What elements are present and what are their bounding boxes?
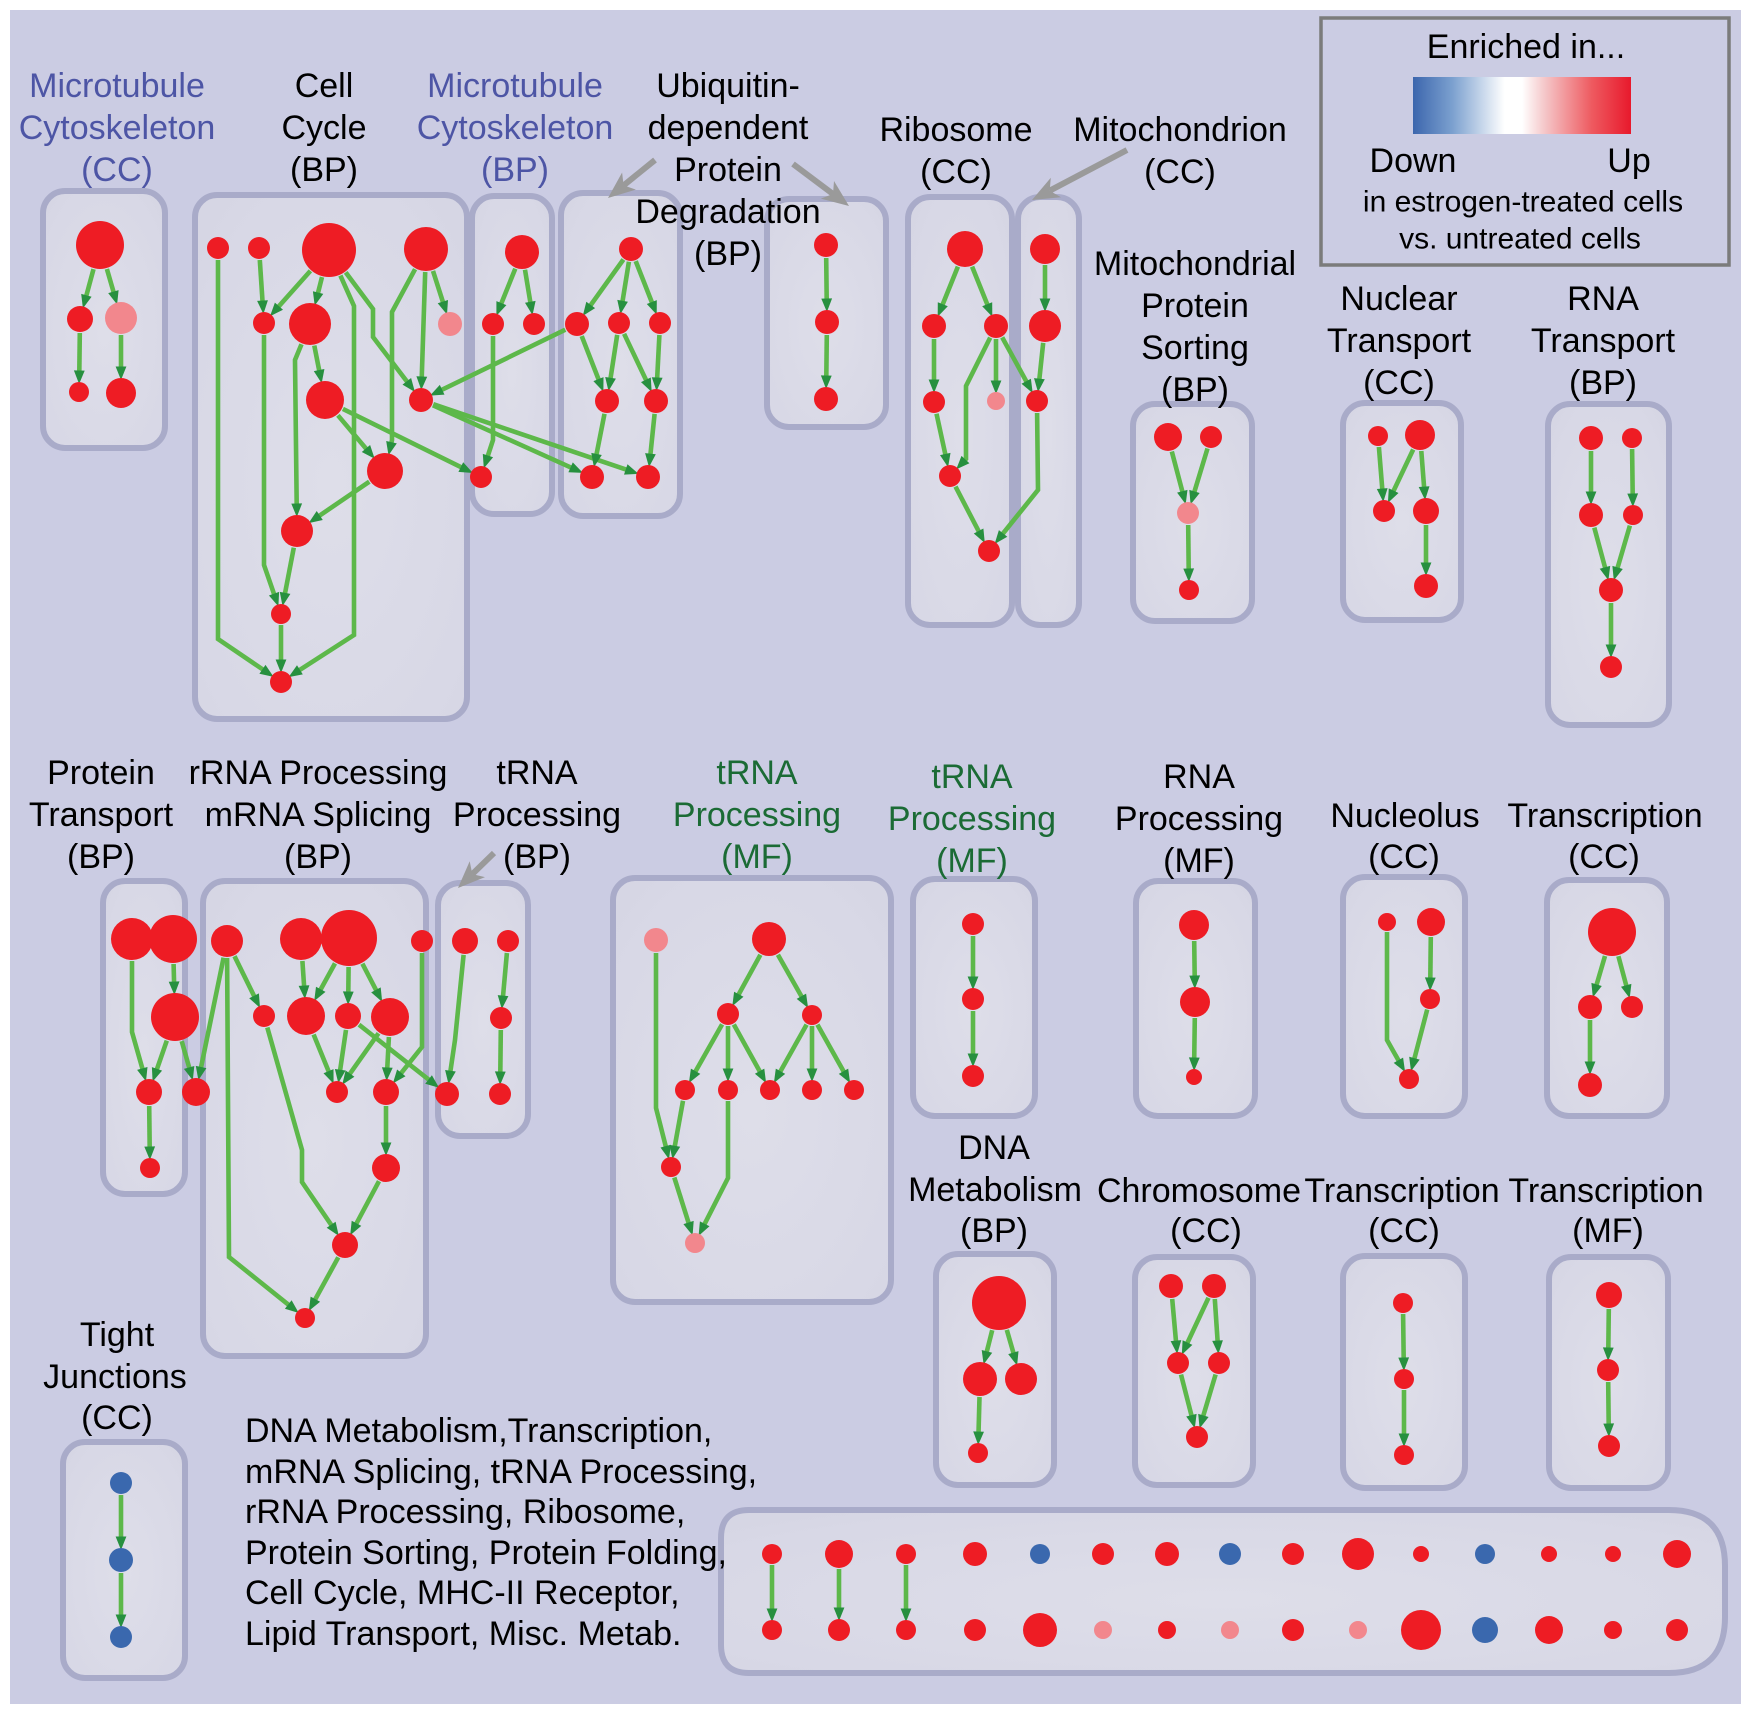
svg-text:Nucleolus: Nucleolus xyxy=(1330,797,1479,835)
svg-text:(BP): (BP) xyxy=(503,838,571,876)
svg-text:mRNA Splicing: mRNA Splicing xyxy=(205,796,432,834)
svg-text:Cytoskeleton: Cytoskeleton xyxy=(19,109,216,147)
svg-text:(BP): (BP) xyxy=(1569,364,1637,402)
svg-text:vs. untreated cells: vs. untreated cells xyxy=(1399,223,1641,256)
svg-text:rRNA Processing, Ribosome,: rRNA Processing, Ribosome, xyxy=(245,1493,685,1531)
svg-text:Degradation: Degradation xyxy=(635,193,820,231)
svg-text:Processing: Processing xyxy=(673,796,841,834)
svg-text:(BP): (BP) xyxy=(67,838,135,876)
svg-text:Transcription: Transcription xyxy=(1508,1172,1703,1210)
svg-text:Lipid Transport, Misc. Metab.: Lipid Transport, Misc. Metab. xyxy=(245,1615,682,1653)
svg-text:(CC): (CC) xyxy=(81,151,153,189)
svg-text:(CC): (CC) xyxy=(1144,153,1216,191)
svg-text:Processing: Processing xyxy=(1115,800,1283,838)
svg-text:Down: Down xyxy=(1370,142,1457,180)
svg-text:(CC): (CC) xyxy=(1568,838,1640,876)
svg-text:Microtubule: Microtubule xyxy=(427,67,603,105)
svg-text:Ubiquitin-: Ubiquitin- xyxy=(656,67,800,105)
svg-text:Processing: Processing xyxy=(888,800,1056,838)
svg-text:Mitochondrial: Mitochondrial xyxy=(1094,245,1296,283)
svg-text:Protein: Protein xyxy=(1141,287,1249,325)
svg-text:Protein: Protein xyxy=(47,754,155,792)
svg-text:Ribosome: Ribosome xyxy=(879,111,1032,149)
svg-text:Up: Up xyxy=(1607,142,1650,180)
svg-text:rRNA Processing: rRNA Processing xyxy=(189,754,448,792)
svg-text:RNA: RNA xyxy=(1567,280,1639,318)
svg-text:Sorting: Sorting xyxy=(1141,329,1249,367)
svg-text:(CC): (CC) xyxy=(920,153,992,191)
svg-text:(BP): (BP) xyxy=(960,1212,1028,1250)
svg-text:Enriched in...: Enriched in... xyxy=(1427,28,1625,66)
svg-text:(BP): (BP) xyxy=(1161,371,1229,409)
svg-text:(BP): (BP) xyxy=(694,235,762,273)
svg-text:DNA: DNA xyxy=(958,1129,1030,1167)
svg-text:Cycle: Cycle xyxy=(281,109,366,147)
svg-text:Mitochondrion: Mitochondrion xyxy=(1073,111,1287,149)
svg-text:(CC): (CC) xyxy=(1363,364,1435,402)
svg-text:tRNA: tRNA xyxy=(716,754,798,792)
svg-text:Protein: Protein xyxy=(674,151,782,189)
svg-text:Metabolism: Metabolism xyxy=(908,1171,1082,1209)
svg-text:(BP): (BP) xyxy=(481,151,549,189)
svg-text:Cytoskeleton: Cytoskeleton xyxy=(417,109,614,147)
svg-text:dependent: dependent xyxy=(648,109,809,147)
svg-text:in estrogen-treated cells: in estrogen-treated cells xyxy=(1363,186,1683,219)
svg-text:tRNA: tRNA xyxy=(931,758,1013,796)
svg-text:DNA Metabolism,Transcription,: DNA Metabolism,Transcription, xyxy=(245,1412,712,1450)
svg-text:(MF): (MF) xyxy=(1572,1212,1644,1250)
svg-text:Processing: Processing xyxy=(453,796,621,834)
svg-text:Nuclear: Nuclear xyxy=(1340,280,1457,318)
svg-text:Protein Sorting, Protein Foldi: Protein Sorting, Protein Folding, xyxy=(245,1534,727,1572)
svg-text:(MF): (MF) xyxy=(936,842,1008,880)
svg-text:(CC): (CC) xyxy=(1368,838,1440,876)
svg-text:(CC): (CC) xyxy=(1368,1212,1440,1250)
svg-text:mRNA Splicing, tRNA Processing: mRNA Splicing, tRNA Processing, xyxy=(245,1453,757,1491)
svg-text:Tight: Tight xyxy=(80,1316,155,1354)
svg-text:Transport: Transport xyxy=(1327,322,1472,360)
svg-text:(MF): (MF) xyxy=(721,838,793,876)
svg-text:(MF): (MF) xyxy=(1163,842,1235,880)
svg-text:Transport: Transport xyxy=(1531,322,1676,360)
svg-text:(CC): (CC) xyxy=(81,1399,153,1437)
svg-text:(BP): (BP) xyxy=(284,838,352,876)
svg-text:Cell Cycle, MHC-II Receptor,: Cell Cycle, MHC-II Receptor, xyxy=(245,1574,680,1612)
svg-text:Cell: Cell xyxy=(295,67,354,105)
svg-text:(CC): (CC) xyxy=(1170,1212,1242,1250)
svg-text:(BP): (BP) xyxy=(290,151,358,189)
svg-text:RNA: RNA xyxy=(1163,758,1235,796)
svg-text:Transport: Transport xyxy=(29,796,174,834)
svg-text:Chromosome: Chromosome xyxy=(1097,1172,1301,1210)
svg-text:tRNA: tRNA xyxy=(496,754,578,792)
svg-text:Microtubule: Microtubule xyxy=(29,67,205,105)
svg-text:Junctions: Junctions xyxy=(43,1358,187,1396)
svg-text:Transcription: Transcription xyxy=(1507,797,1702,835)
svg-text:Transcription: Transcription xyxy=(1304,1172,1499,1210)
